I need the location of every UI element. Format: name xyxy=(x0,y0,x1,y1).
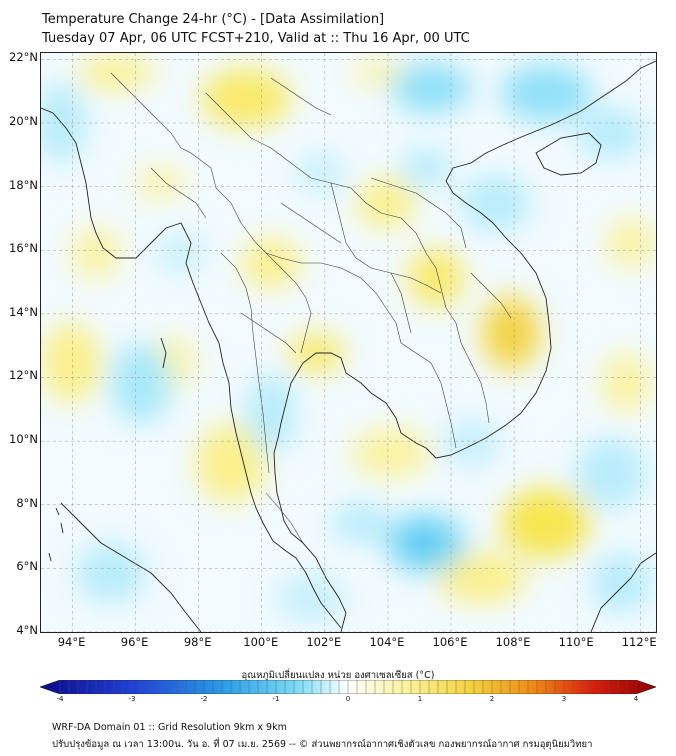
graticule xyxy=(41,53,656,632)
coastlines xyxy=(41,60,656,632)
colorbar-tick-label: 3 xyxy=(561,695,567,703)
temperature-field xyxy=(41,57,656,623)
colorbar xyxy=(40,680,656,694)
latitude-label: 16°N xyxy=(9,241,38,256)
latitude-label: 10°N xyxy=(9,432,38,447)
colorbar-tick-label: 0 xyxy=(345,695,351,703)
latitude-label: 22°N xyxy=(9,50,38,65)
colorbar-tick-label: -2 xyxy=(200,695,208,703)
colorbar-tick-label: 2 xyxy=(489,695,495,703)
longitude-label: 106°E xyxy=(432,635,468,649)
footer-update-info: ปรับปรุงข้อมูล ณ เวลา 13:00น. วัน อ. ที่… xyxy=(52,739,593,750)
longitude-label: 96°E xyxy=(120,635,149,649)
latitude-label: 4°N xyxy=(16,623,38,637)
longitude-label: 110°E xyxy=(558,635,594,649)
latitude-label: 6°N xyxy=(16,559,38,574)
map-subtitle: Tuesday 07 Apr, 06 UTC FCST+210, Valid a… xyxy=(42,31,470,46)
latitude-label: 14°N xyxy=(9,304,38,319)
longitude-label: 112°E xyxy=(621,635,657,649)
latitude-label: 18°N xyxy=(9,177,38,192)
latitude-label: 12°N xyxy=(9,368,38,383)
longitude-label: 100°E xyxy=(243,635,279,649)
colorbar-tick-label: 1 xyxy=(417,695,423,703)
longitude-label: 98°E xyxy=(183,635,212,649)
temperature-change-map xyxy=(40,52,657,633)
longitude-label: 104°E xyxy=(369,635,405,649)
colorbar-tick-label: -4 xyxy=(56,695,64,703)
latitude-label: 8°N xyxy=(16,495,38,510)
longitude-label: 94°E xyxy=(57,635,86,649)
map-title: Temperature Change 24-hr (°C) - [Data As… xyxy=(42,12,385,27)
colorbar-title: อุณหภูมิเปลี่ยนแปลง หน่วย องศาเซลเซียส (… xyxy=(241,670,435,681)
colorbar-tick-label: -3 xyxy=(128,695,136,703)
colorbar-tick-label: -1 xyxy=(272,695,280,703)
footer-model-info: WRF-DA Domain 01 :: Grid Resolution 9km … xyxy=(52,722,287,733)
longitude-label: 102°E xyxy=(306,635,342,649)
longitude-label: 108°E xyxy=(495,635,531,649)
latitude-label: 20°N xyxy=(9,113,38,128)
admin-borders xyxy=(110,72,512,544)
colorbar-tick-label: 4 xyxy=(633,695,639,703)
